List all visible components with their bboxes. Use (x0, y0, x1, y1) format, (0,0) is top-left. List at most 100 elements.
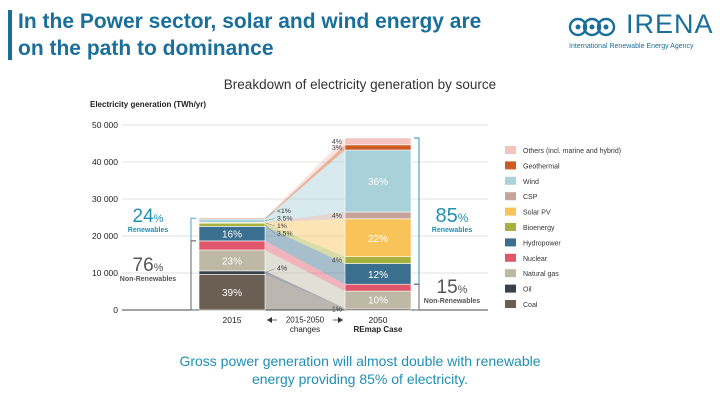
footnote-line1: Gross power generation will almost doubl… (179, 353, 541, 369)
segment-label: 12% (368, 270, 388, 281)
legend-label: Geothermal (523, 163, 560, 170)
bar-segment (344, 144, 412, 151)
generation-chart: Breakdown of electricity generation by s… (90, 77, 621, 334)
legend-swatch (505, 161, 516, 170)
callout-label: <1% (277, 208, 291, 215)
segment-label: 22% (368, 234, 388, 245)
left-nonrenewables-label: Non-Renewables (120, 276, 177, 283)
legend-swatch (505, 253, 516, 262)
transition-band (265, 150, 345, 223)
transition-band (265, 144, 345, 220)
segment-label: 23% (222, 256, 242, 267)
x-tick-sublabel: changes (290, 325, 320, 334)
x-tick-label: 2015 (223, 315, 242, 325)
transition-band (265, 211, 345, 223)
right-renewables-pct: 85% (436, 205, 469, 227)
nonrenewables-bracket-right (414, 283, 420, 311)
bar-segment (344, 211, 412, 220)
changes-arrow-head-left (267, 317, 272, 323)
callout-leader (264, 268, 276, 273)
callout-label: 4% (332, 258, 342, 265)
callout-leader (264, 210, 276, 219)
changes-label-bg (277, 314, 333, 324)
footnote-line2: energy providing 85% of electricity. (251, 371, 469, 387)
legend-swatch (505, 238, 516, 247)
callout-leader (264, 224, 276, 234)
right-nonrenewables-label: Non-Renewables (424, 298, 481, 305)
segment-label: 39% (222, 288, 242, 299)
bar-segment (344, 256, 412, 264)
legend-swatch (505, 223, 516, 231)
legend-label: Others (incl. marine and hybrid) (523, 148, 621, 155)
transition-band (265, 240, 345, 292)
y-tick-label: 20 000 (92, 231, 118, 241)
y-tick-label: 30 000 (92, 194, 118, 204)
transition-band (265, 218, 345, 257)
bar-segment (198, 222, 266, 227)
legend-swatch (505, 146, 516, 154)
irena-logo-icon (568, 17, 616, 37)
bar-segment (198, 270, 266, 275)
callout-label: 1% (277, 223, 287, 230)
callout-label: 4% (332, 213, 342, 220)
legend-swatch (505, 300, 516, 308)
segment-label: 16% (222, 230, 242, 241)
transition-band (265, 137, 345, 219)
transition-band (265, 226, 345, 285)
legend-label: Bioenergy (523, 225, 555, 232)
bar-segment (344, 283, 412, 292)
bar-segment (344, 149, 412, 213)
title-accent-bar (8, 10, 12, 60)
legend-swatch (505, 192, 516, 201)
legend-swatch (505, 269, 516, 278)
callout-leader (264, 218, 276, 221)
callout-label: 4% (277, 266, 287, 273)
legend-label: Solar PV (523, 210, 551, 217)
x-tick-sublabel: REmap Case (354, 325, 403, 334)
page-title-line2: on the path to dominance (18, 37, 274, 60)
y-tick-label: 40 000 (92, 157, 118, 167)
bar-segment (198, 240, 266, 251)
right-renewables-label: Renewables (432, 227, 473, 234)
bar-segment (344, 137, 412, 146)
renewables-bracket-left (190, 217, 196, 242)
transition-band (265, 274, 345, 310)
bar-segment (198, 218, 266, 223)
legend-label: CSP (523, 194, 538, 201)
transition-band (265, 249, 345, 309)
y-tick-label: 50 000 (92, 120, 118, 130)
legend-label: Nuclear (523, 256, 548, 263)
callout-label: 1% (332, 307, 342, 314)
transition-band (265, 223, 345, 264)
segment-label: 36% (368, 177, 388, 188)
left-renewables-label: Renewables (128, 227, 169, 234)
callout-leader (264, 222, 276, 227)
page-title: In the Power sector, solar and wind ener… (18, 8, 528, 62)
legend-label: Wind (523, 179, 539, 186)
right-nonrenewables-pct: 15% (437, 277, 468, 298)
callout-label: 3% (332, 145, 342, 152)
nonrenewables-bracket-left (190, 240, 196, 311)
logo-subtitle: International Renewable Energy Agency (569, 43, 694, 50)
left-nonrenewables-pct: 76% (133, 255, 164, 276)
legend-label: Oil (523, 287, 532, 294)
chart-title: Breakdown of electricity generation by s… (224, 77, 496, 92)
callout-label: 3.5% (277, 216, 293, 223)
legend-swatch (505, 207, 516, 216)
y-axis-label: Electricity generation (TWh/yr) (90, 100, 206, 109)
x-tick-label: 2050 (369, 315, 388, 325)
legend-label: Coal (523, 302, 538, 309)
logo-wordmark: IRENA (626, 9, 714, 39)
transition-band (265, 270, 345, 309)
legend-label: Hydropower (523, 240, 561, 247)
legend-label: Natural gas (523, 271, 559, 278)
changes-arrow-head-right (338, 317, 343, 323)
x-tick-label: 2015-2050 (286, 316, 325, 325)
irena-logo: IRENA International Renewable Energy Age… (568, 8, 718, 58)
segment-label: 10% (368, 296, 388, 307)
y-tick-label: 0 (113, 305, 118, 315)
callout-label: 3.5% (277, 231, 293, 238)
footnote: Gross power generation will almost doubl… (0, 352, 720, 388)
callout-label: 4% (332, 139, 342, 146)
legend-swatch (505, 176, 516, 185)
